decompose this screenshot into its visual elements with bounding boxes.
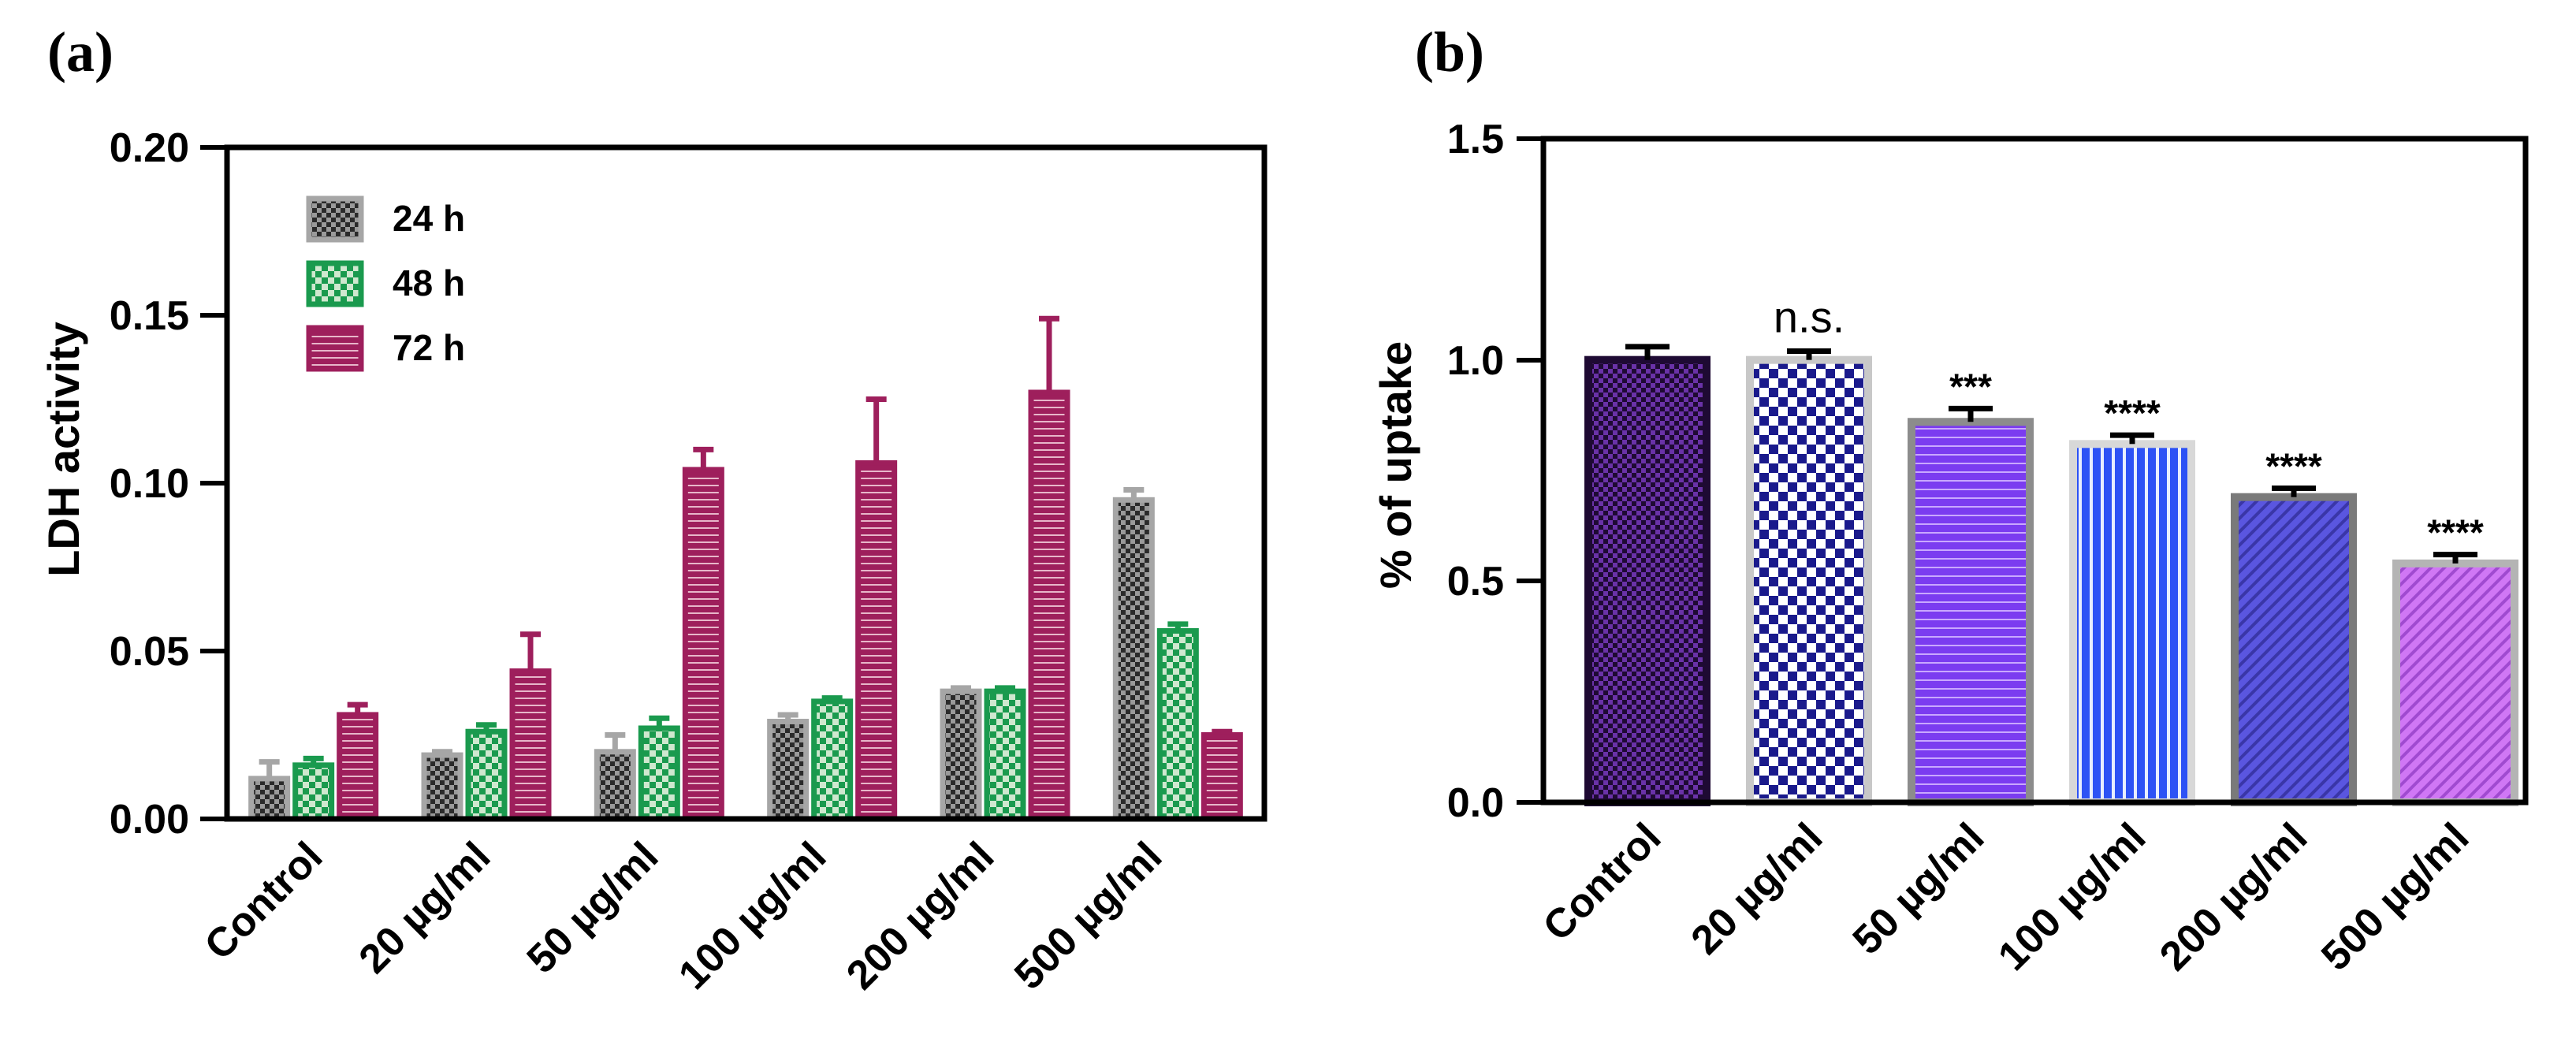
panel-b-x-tick-label: 200 µg/ml [2151,814,2316,979]
panel-a-bar-72h-4 [1028,389,1070,822]
panel-b-annotation: **** [2427,512,2484,553]
panel-a-x-tick-label: 100 µg/ml [670,833,835,998]
panel-b-annotation: **** [2104,393,2161,433]
panel-a-x-tick-label: Control [196,833,332,969]
panel-b-annotation: *** [1949,366,1992,407]
panel-a-legend: 24 h 48 h 72 h [306,195,465,372]
panel-b-bars [1584,344,2518,807]
panel-b: (b) % of uptake 0.0 0.5 1.0 1.5 Control … [1371,20,2529,980]
panel-a-bar-48h-0 [292,762,335,822]
panel-a-x-tick-label: 200 µg/ml [838,833,1003,998]
panel-b-x-tick-label: 100 µg/ml [1990,814,2154,979]
panel-a-label: (a) [47,20,114,84]
panel-a-bar-24h-1 [421,752,463,822]
panel-a-bar-24h-4 [940,688,982,822]
panel-b-bar-2 [1908,418,2034,807]
panel-a-bar-24h-3 [767,718,810,822]
panel-b-label: (b) [1415,20,1484,84]
panel-a-bar-24h-5 [1112,497,1155,822]
panel-a: (a) LDH activity 0.00 0.05 0.10 0.15 0.2… [39,20,1268,999]
panel-a-bar-48h-1 [465,728,508,822]
panel-b-x-tick-label: 500 µg/ml [2313,814,2477,979]
panel-b-bar-4 [2231,493,2357,806]
legend-swatch-48h [306,260,364,307]
panel-a-bar-24h-0 [248,776,291,822]
panel-b-annotation: n.s. [1774,292,1845,341]
panel-a-y-tick-label: 0.05 [110,629,189,675]
panel-b-bar-3 [2069,440,2195,806]
panel-b-x-tick-label: 20 µg/ml [1683,814,1832,963]
panel-b-y-tick-label: 1.5 [1447,117,1504,162]
panel-b-bar-1 [1746,355,1872,806]
legend-label-24h: 24 h [393,198,465,239]
panel-a-bar-48h-2 [638,725,680,822]
panel-b-y-tick-label: 0.0 [1447,780,1504,826]
panel-b-y-tick-label: 0.5 [1447,559,1504,605]
panel-b-x-tick-label: 50 µg/ml [1845,814,1993,963]
panel-a-x-tick-label: 500 µg/ml [1006,833,1171,998]
panel-a-bar-72h-2 [682,467,724,822]
panel-a-bar-24h-2 [594,749,636,822]
panel-b-annotation: **** [2265,445,2322,486]
panel-a-y-tick-label: 0.00 [110,797,189,843]
panel-a-bar-48h-5 [1156,627,1199,822]
panel-b-bar-0 [1584,355,1711,806]
panel-b-y-axis-title: % of uptake [1371,341,1420,589]
panel-a-bar-48h-3 [811,698,854,822]
legend-label-72h: 72 h [393,327,465,368]
panel-a-y-axis-title: LDH activity [39,322,88,577]
panel-b-y-tick-label: 1.0 [1447,338,1504,384]
panel-a-bar-72h-0 [337,712,379,822]
panel-a-y-tick-label: 0.10 [110,461,189,507]
panel-a-bar-48h-4 [984,688,1026,822]
panel-a-bar-72h-1 [509,668,552,822]
panel-b-plot-frame [1540,136,2529,806]
panel-a-bar-72h-5 [1201,732,1243,822]
panel-b-bar-5 [2392,559,2518,806]
legend-swatch-72h [306,325,364,372]
panel-a-x-tick-label: 50 µg/ml [519,833,668,982]
legend-label-48h: 48 h [393,262,465,303]
panel-a-bar-72h-3 [855,460,898,822]
panel-a-y-tick-label: 0.20 [110,125,189,171]
panel-a-plot-frame [224,144,1268,822]
panel-a-bars [248,315,1243,822]
legend-swatch-24h [306,195,364,243]
panel-b-x-tick-label: Control [1535,814,1670,950]
panel-a-x-tick-label: 20 µg/ml [351,833,500,982]
panel-a-y-tick-label: 0.15 [110,293,189,339]
